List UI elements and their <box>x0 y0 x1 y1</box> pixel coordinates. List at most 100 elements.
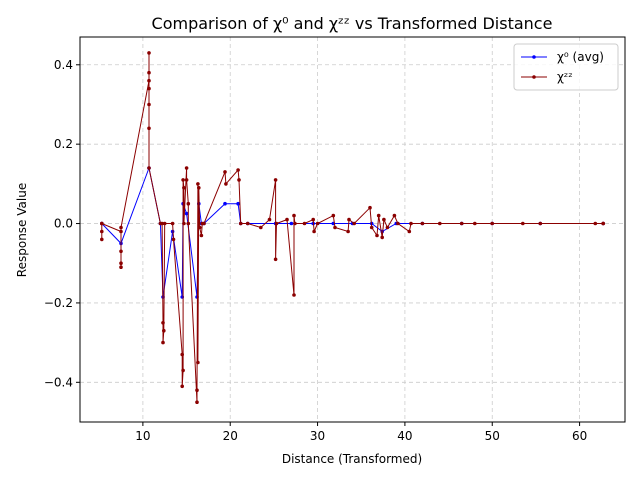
data-point-1 <box>184 178 189 182</box>
plot-area <box>100 51 605 405</box>
legend: χ⁰ (avg) χᶻᶻ <box>513 43 619 91</box>
data-point-1 <box>100 221 104 226</box>
data-point-1 <box>195 400 199 405</box>
data-point-1 <box>312 229 316 234</box>
data-point-1 <box>521 221 525 226</box>
data-point-1 <box>161 321 165 325</box>
data-point-1 <box>259 225 263 230</box>
data-point-1 <box>311 217 316 222</box>
data-point-1 <box>292 213 296 218</box>
data-point-1 <box>459 221 464 226</box>
data-point-1 <box>147 51 151 55</box>
data-point-1 <box>161 340 165 345</box>
data-point-1 <box>147 78 151 83</box>
data-point-1 <box>238 221 243 226</box>
data-point-1 <box>237 178 241 182</box>
data-point-1 <box>197 186 201 190</box>
y-axis-label: Response Value <box>15 183 29 277</box>
data-point-1 <box>315 221 320 226</box>
data-point-1 <box>368 205 372 210</box>
data-point-1 <box>385 225 390 230</box>
x-tick-label: 60 <box>572 429 587 443</box>
data-point-1 <box>285 217 289 222</box>
data-point-1 <box>333 225 337 230</box>
data-point-1 <box>593 221 598 226</box>
data-point-0 <box>289 221 294 226</box>
data-point-1 <box>352 221 357 226</box>
data-point-1 <box>346 229 350 234</box>
data-point-1 <box>181 368 185 373</box>
legend-marker-chizz <box>532 75 536 79</box>
legend-box <box>513 43 619 91</box>
data-point-1 <box>376 213 381 218</box>
data-point-1 <box>490 221 495 226</box>
x-tick-label: 10 <box>135 429 150 443</box>
data-point-1 <box>100 237 104 242</box>
x-tick-label: 30 <box>310 429 325 443</box>
axis-ticks: 10 20 30 40 50 60 −0.4 −0.2 0.0 0.2 0.4 <box>44 58 587 443</box>
data-point-1 <box>293 221 297 226</box>
data-point-1 <box>162 328 166 333</box>
legend-label-chi0: χ⁰ (avg) <box>557 50 604 64</box>
chart-title: Comparison of χ⁰ and χᶻᶻ vs Transformed … <box>152 14 553 33</box>
data-point-1 <box>147 126 151 131</box>
data-point-1 <box>119 261 123 266</box>
data-point-0 <box>223 201 227 206</box>
data-point-1 <box>347 217 351 222</box>
data-point-1 <box>274 221 279 226</box>
data-point-1 <box>147 86 151 91</box>
data-point-1 <box>224 182 228 186</box>
data-point-1 <box>119 265 123 270</box>
data-point-1 <box>196 182 200 186</box>
data-point-1 <box>202 221 206 226</box>
data-point-1 <box>382 217 386 222</box>
data-point-1 <box>119 229 123 234</box>
y-tick-label: −0.2 <box>44 296 73 310</box>
data-point-1 <box>186 201 191 206</box>
data-point-1 <box>267 217 272 222</box>
y-tick-label: 0.4 <box>54 58 73 72</box>
data-point-1 <box>473 221 477 226</box>
data-point-1 <box>181 178 185 182</box>
data-point-1 <box>245 221 250 226</box>
data-point-1 <box>420 221 425 226</box>
data-point-1 <box>182 221 186 226</box>
data-point-1 <box>119 225 123 230</box>
x-tick-label: 40 <box>397 429 412 443</box>
data-point-1 <box>195 388 199 393</box>
data-point-1 <box>180 384 184 389</box>
plot-frame <box>79 36 626 423</box>
series-line-0 <box>101 166 604 298</box>
data-point-1 <box>369 225 374 230</box>
data-point-1 <box>199 233 204 238</box>
data-point-0 <box>236 201 240 206</box>
x-tick-label: 50 <box>485 429 500 443</box>
x-axis-label: Distance (Transformed) <box>282 452 422 466</box>
data-point-1 <box>375 233 379 238</box>
data-point-1 <box>147 166 151 170</box>
y-tick-label: 0.2 <box>54 137 73 151</box>
data-point-1 <box>196 360 200 365</box>
data-point-1 <box>538 221 543 226</box>
data-point-1 <box>223 170 227 174</box>
data-point-1 <box>147 70 151 75</box>
data-point-1 <box>184 166 189 170</box>
legend-marker-chi0 <box>532 55 536 59</box>
data-point-1 <box>601 221 605 226</box>
data-point-1 <box>236 168 240 172</box>
data-point-1 <box>197 225 202 230</box>
data-point-1 <box>160 221 164 226</box>
data-point-1 <box>302 221 307 226</box>
data-point-1 <box>171 237 176 242</box>
grid <box>80 37 625 422</box>
x-tick-label: 20 <box>223 429 238 443</box>
data-point-1 <box>380 235 385 240</box>
data-point-1 <box>273 257 278 262</box>
legend-label-chizz: χᶻᶻ <box>557 70 573 84</box>
data-point-1 <box>396 221 400 226</box>
data-point-1 <box>170 221 175 226</box>
data-point-1 <box>409 221 413 226</box>
data-point-1 <box>186 221 191 226</box>
data-point-1 <box>438 221 442 226</box>
